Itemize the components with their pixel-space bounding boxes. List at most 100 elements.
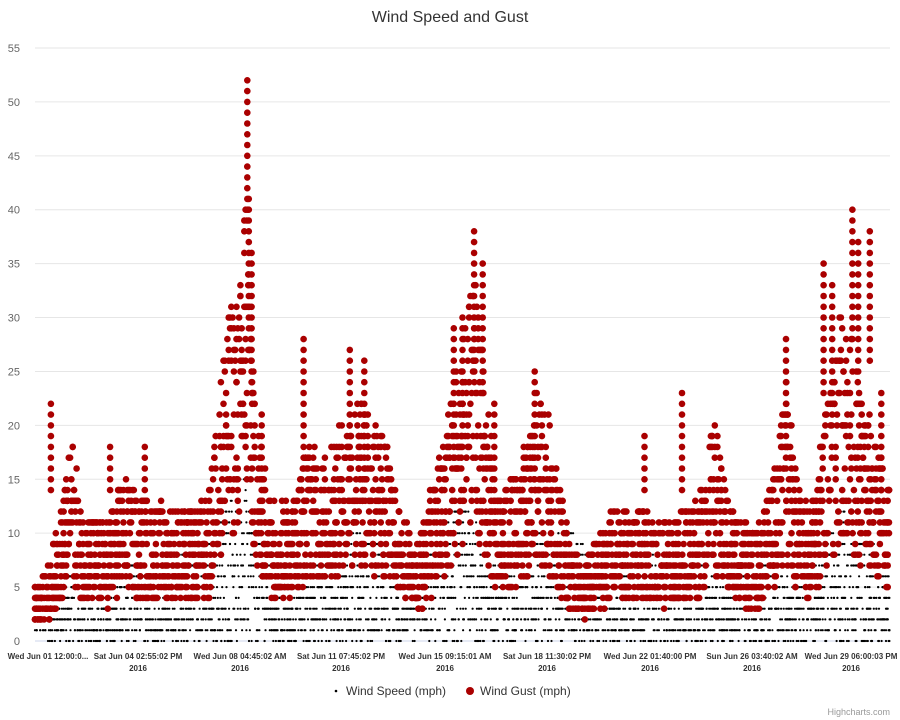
wind-speed-point[interactable]	[303, 618, 306, 621]
wind-speed-point[interactable]	[98, 639, 102, 643]
wind-speed-point[interactable]	[191, 618, 194, 621]
wind-speed-point[interactable]	[332, 618, 335, 621]
wind-speed-point[interactable]	[591, 629, 594, 632]
wind-speed-point[interactable]	[462, 618, 465, 621]
wind-speed-point[interactable]	[182, 618, 186, 621]
wind-speed-point[interactable]	[355, 639, 358, 643]
wind-speed-point[interactable]	[792, 639, 795, 643]
wind-speed-point[interactable]	[345, 639, 348, 643]
wind-speed-point[interactable]	[399, 639, 402, 643]
wind-speed-point[interactable]	[79, 618, 82, 621]
wind-speed-point[interactable]	[309, 586, 312, 589]
wind-speed-point[interactable]	[656, 629, 659, 632]
wind-speed-point[interactable]	[839, 575, 843, 578]
wind-speed-point[interactable]	[843, 553, 846, 556]
wind-speed-point[interactable]	[269, 607, 272, 610]
wind-speed-point[interactable]	[410, 607, 414, 610]
wind-speed-point[interactable]	[264, 629, 267, 632]
wind-speed-point[interactable]	[589, 618, 592, 621]
wind-speed-point[interactable]	[254, 607, 257, 610]
wind-speed-point[interactable]	[685, 639, 688, 643]
wind-speed-point[interactable]	[573, 629, 577, 632]
wind-speed-point[interactable]	[116, 586, 119, 589]
wind-speed-point[interactable]	[546, 607, 549, 610]
wind-speed-point[interactable]	[283, 618, 286, 621]
wind-speed-point[interactable]	[126, 596, 129, 600]
wind-speed-point[interactable]	[345, 575, 348, 578]
wind-speed-point[interactable]	[832, 596, 836, 600]
wind-speed-point[interactable]	[596, 618, 599, 621]
wind-speed-point[interactable]	[602, 629, 605, 632]
wind-speed-point[interactable]	[234, 596, 238, 600]
wind-speed-point[interactable]	[507, 618, 511, 621]
wind-speed-point[interactable]	[53, 618, 57, 621]
wind-speed-point[interactable]	[786, 639, 790, 643]
wind-speed-point[interactable]	[337, 586, 340, 589]
wind-speed-point[interactable]	[833, 575, 836, 578]
wind-speed-point[interactable]	[96, 629, 99, 632]
wind-speed-point[interactable]	[454, 596, 457, 600]
wind-speed-point[interactable]	[275, 607, 278, 610]
wind-speed-point[interactable]	[271, 618, 274, 621]
wind-speed-point[interactable]	[147, 629, 150, 632]
wind-speed-point[interactable]	[834, 629, 837, 632]
wind-speed-point[interactable]	[667, 618, 670, 621]
wind-speed-point[interactable]	[838, 553, 841, 556]
wind-speed-point[interactable]	[443, 639, 446, 643]
wind-speed-point[interactable]	[428, 607, 431, 610]
wind-speed-point[interactable]	[339, 607, 342, 610]
wind-speed-point[interactable]	[643, 607, 646, 610]
wind-speed-point[interactable]	[884, 639, 888, 643]
wind-speed-point[interactable]	[663, 629, 666, 632]
wind-speed-point[interactable]	[364, 618, 368, 621]
wind-speed-point[interactable]	[228, 618, 231, 621]
wind-speed-point[interactable]	[220, 575, 223, 578]
wind-speed-point[interactable]	[206, 629, 209, 632]
wind-speed-point[interactable]	[325, 618, 328, 621]
wind-speed-point[interactable]	[550, 586, 553, 589]
wind-speed-point[interactable]	[596, 639, 599, 643]
wind-speed-point[interactable]	[771, 629, 774, 632]
wind-speed-point[interactable]	[553, 564, 557, 567]
wind-speed-point[interactable]	[154, 618, 157, 621]
wind-speed-point[interactable]	[832, 532, 835, 535]
wind-speed-point[interactable]	[799, 596, 802, 600]
wind-speed-point[interactable]	[503, 618, 506, 621]
wind-speed-point[interactable]	[342, 586, 345, 589]
wind-speed-point[interactable]	[822, 596, 825, 600]
wind-speed-point[interactable]	[697, 618, 700, 621]
wind-speed-point[interactable]	[878, 596, 882, 600]
wind-speed-point[interactable]	[325, 629, 329, 632]
wind-speed-point[interactable]	[168, 618, 171, 621]
wind-speed-point[interactable]	[163, 639, 166, 643]
wind-speed-point[interactable]	[373, 618, 376, 621]
wind-speed-point[interactable]	[819, 618, 822, 621]
wind-speed-point[interactable]	[625, 639, 629, 643]
wind-speed-point[interactable]	[225, 532, 228, 535]
wind-speed-point[interactable]	[578, 639, 581, 643]
wind-speed-point[interactable]	[109, 629, 112, 632]
wind-speed-point[interactable]	[695, 618, 699, 621]
wind-speed-point[interactable]	[634, 607, 637, 610]
wind-speed-point[interactable]	[391, 607, 394, 610]
wind-speed-point[interactable]	[707, 629, 710, 632]
wind-speed-point[interactable]	[846, 607, 849, 610]
wind-speed-point[interactable]	[204, 629, 207, 632]
wind-speed-point[interactable]	[397, 639, 401, 643]
wind-speed-point[interactable]	[456, 532, 459, 535]
wind-speed-point[interactable]	[338, 629, 341, 632]
wind-speed-point[interactable]	[438, 629, 441, 632]
wind-speed-point[interactable]	[486, 618, 489, 621]
wind-speed-point[interactable]	[484, 629, 487, 632]
wind-speed-point[interactable]	[533, 607, 536, 610]
wind-speed-point[interactable]	[81, 629, 84, 632]
wind-speed-point[interactable]	[385, 596, 388, 600]
wind-speed-point[interactable]	[516, 618, 519, 621]
wind-speed-point[interactable]	[653, 629, 656, 632]
wind-speed-point[interactable]	[309, 629, 312, 632]
wind-speed-point[interactable]	[578, 618, 581, 621]
wind-speed-point[interactable]	[412, 607, 415, 610]
wind-speed-point[interactable]	[67, 618, 70, 621]
wind-speed-point[interactable]	[241, 575, 245, 578]
wind-speed-point[interactable]	[688, 607, 691, 610]
